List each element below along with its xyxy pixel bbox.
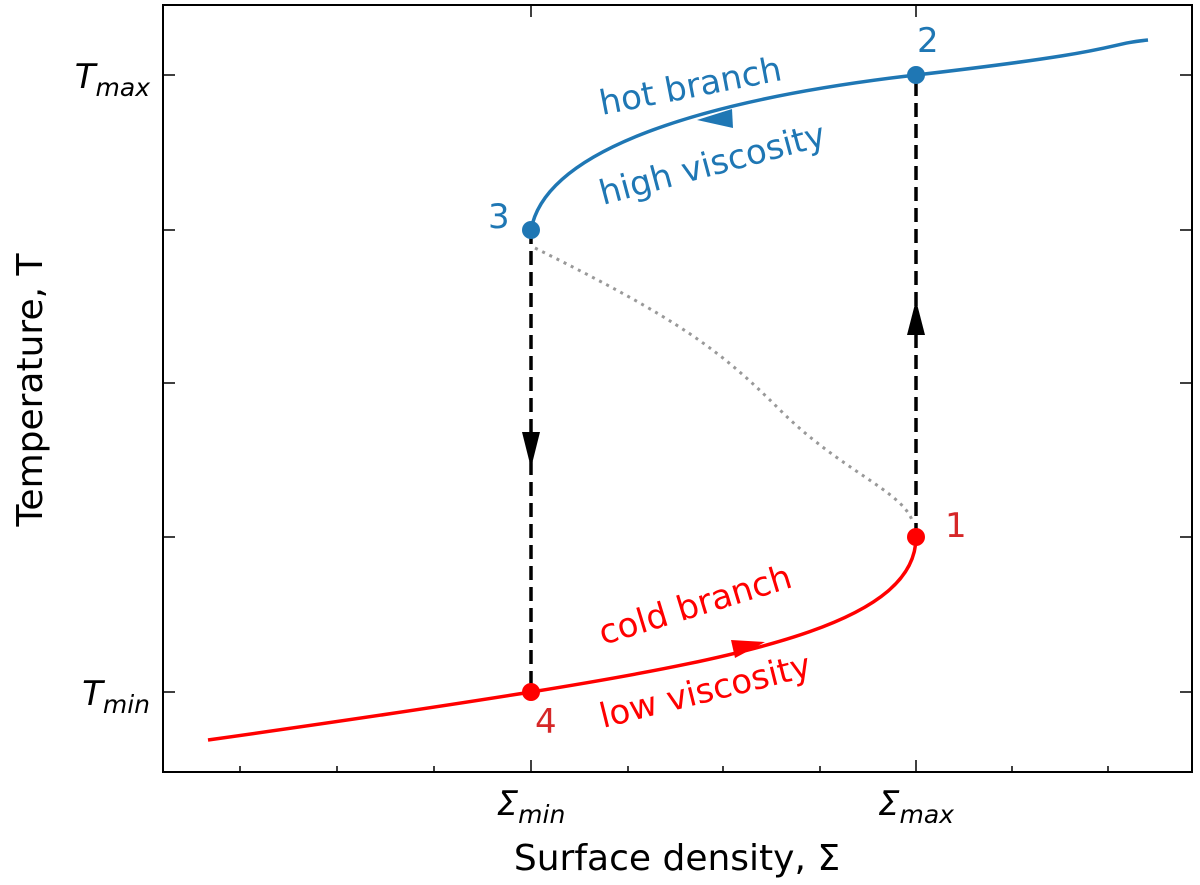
x-tick-label: Σmin bbox=[497, 784, 566, 829]
annotation: high viscosity bbox=[595, 115, 830, 214]
y-axis-label: Temperature, T bbox=[10, 253, 51, 528]
arrow-up bbox=[907, 300, 925, 335]
point bbox=[522, 221, 540, 239]
y-tick-label: Tmin bbox=[82, 674, 150, 719]
x-tick-label: Σmax bbox=[878, 784, 954, 829]
unstable-branch bbox=[534, 246, 914, 521]
hot-branch-curve bbox=[529, 38, 1149, 231]
point bbox=[522, 683, 540, 701]
point-label: 2 bbox=[917, 21, 939, 61]
arrow-cold bbox=[731, 640, 765, 658]
point-label: 1 bbox=[945, 506, 967, 546]
point-label: 4 bbox=[535, 702, 557, 742]
x-axis-label: Surface density, Σ bbox=[514, 838, 840, 879]
axes-frame bbox=[162, 4, 1193, 773]
ticks bbox=[163, 5, 1192, 772]
arrow-hot bbox=[697, 109, 733, 128]
point-label: 3 bbox=[488, 197, 510, 237]
annotation: cold branch bbox=[594, 557, 797, 654]
y-tick-label: Tmax bbox=[75, 57, 150, 102]
annotation: hot branch bbox=[596, 49, 785, 124]
point bbox=[907, 66, 925, 84]
point bbox=[907, 528, 925, 546]
cold-branch-curve bbox=[207, 536, 918, 742]
arrow-down bbox=[522, 432, 540, 468]
